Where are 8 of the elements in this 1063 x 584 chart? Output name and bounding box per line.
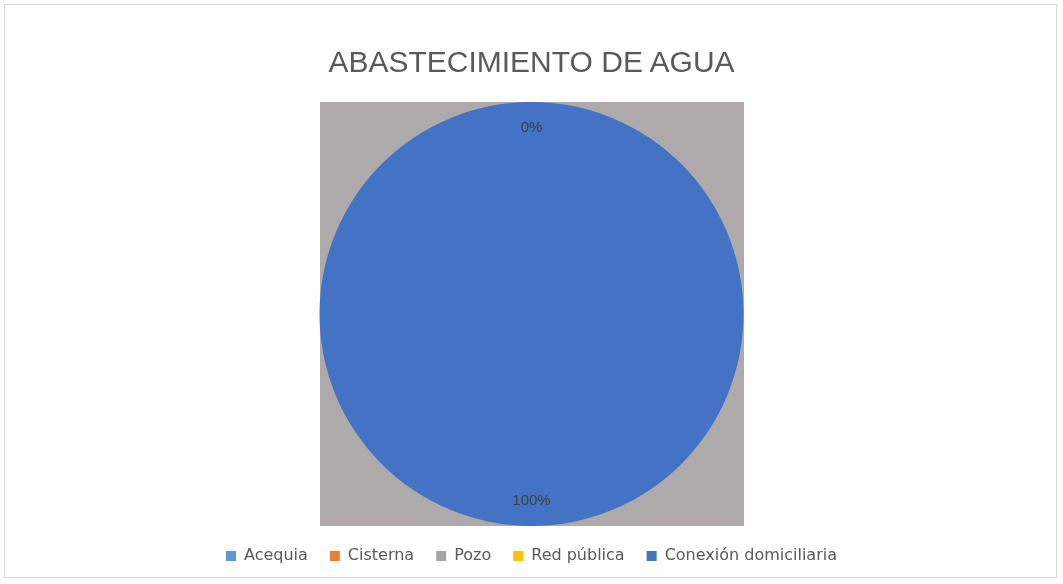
legend-label: Conexión domiciliaria [664, 545, 837, 565]
text: 0% [520, 117, 543, 135]
legend-label: Acequia [244, 545, 308, 565]
chart-title: ABASTECIMIENTO DE AGUA [328, 45, 735, 79]
data-label: 100% [512, 490, 551, 508]
legend-label: Cisterna [347, 545, 415, 565]
legend-label: Pozo [454, 545, 492, 565]
legend-label: Red pública [531, 545, 625, 565]
